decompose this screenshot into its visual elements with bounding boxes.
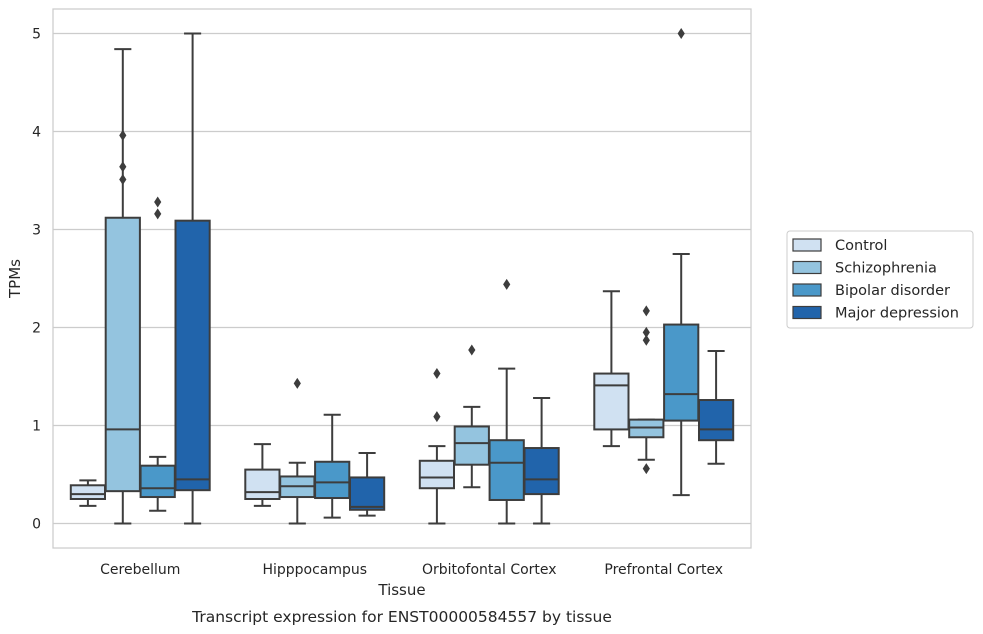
box-plot [418,368,456,525]
box-iqr [523,447,560,496]
box-plot [104,48,141,525]
legend-label: Bipolar disorder [835,283,950,299]
outlier-marker [154,208,162,220]
x-axis-label: Tissue [377,581,425,599]
outlier-marker [433,411,441,423]
box-iqr [663,323,700,422]
box-iqr [418,459,456,490]
box-iqr [453,425,490,466]
box-iqr [244,468,281,501]
series-schizophrenia [104,48,665,525]
gridlines [53,32,751,525]
series-bipolar-disorder [139,28,700,525]
box-iqr [697,399,735,442]
legend-label: Major depression [835,306,959,322]
box-plot [523,397,560,525]
y-tick-label: 5 [32,27,41,43]
legend-entry: Major depression [792,305,959,322]
series-control [69,290,630,525]
legend-swatch [792,260,822,275]
x-tick-label: Orbitofontal Cortex [422,562,557,578]
box-plot [348,451,386,517]
legend-swatch [792,283,822,297]
box-iqr [488,439,525,501]
outlier-marker [119,161,127,173]
outlier-marker [119,129,127,141]
y-tick-label: 0 [32,517,41,533]
y-tick-label: 1 [32,419,41,435]
y-tick-labels: 0 1 2 3 4 5 [32,27,41,533]
box-plot [139,196,176,512]
box-iqr [69,484,107,500]
x-tick-labels: Cerebellum Hipppocampus Orbitofontal Corte… [100,562,723,578]
outlier-marker [642,326,650,338]
legend-label: Control [835,238,887,254]
box-iqr [593,372,630,431]
legend-entry: Control [792,238,887,254]
outlier-marker [503,278,511,290]
y-tick-label: 3 [32,223,41,239]
y-axis-label: TPMs [6,259,24,299]
outlier-marker [642,305,650,317]
box-plot [663,28,700,497]
legend: Control Schizophrenia Bipolar disorder Majo… [786,230,974,329]
x-tick-label: Prefrontal Cortex [604,562,723,578]
box-plot [628,305,665,475]
box-iqr [314,460,351,500]
outlier-marker [119,174,127,186]
outlier-marker [677,28,685,39]
legend-entry: Bipolar disorder [792,283,950,299]
outlier-marker [433,368,441,380]
box-plot [244,443,281,507]
box-iqr [104,216,141,493]
box-plot [697,350,735,465]
box-series [69,28,735,525]
x-tick-label: Cerebellum [100,562,180,578]
box-plot [593,290,630,448]
legend-swatch [792,305,822,320]
box-iqr [174,219,211,492]
y-tick-label: 2 [32,321,41,337]
series-major-depression [174,32,735,525]
x-tick-label: Hipppocampus [262,562,367,578]
box-plot [69,479,107,507]
outlier-marker [154,196,162,208]
y-tick-label: 4 [32,125,41,141]
legend-swatch [792,238,822,252]
outlier-marker [293,377,301,389]
box-plot [453,344,490,489]
outlier-marker [642,463,650,475]
box-plot [488,278,525,525]
legend-frame [786,230,974,329]
outlier-marker [642,334,650,346]
box-plot [174,32,211,525]
outlier-marker [468,344,476,356]
chart-caption: Transcript expression for ENST0000058455… [191,608,612,626]
legend-label: Schizophrenia [835,261,937,277]
plot-area-frame [52,8,752,549]
box-iqr [348,476,386,511]
box-iqr [139,464,176,499]
legend-entry: Schizophrenia [792,260,937,277]
